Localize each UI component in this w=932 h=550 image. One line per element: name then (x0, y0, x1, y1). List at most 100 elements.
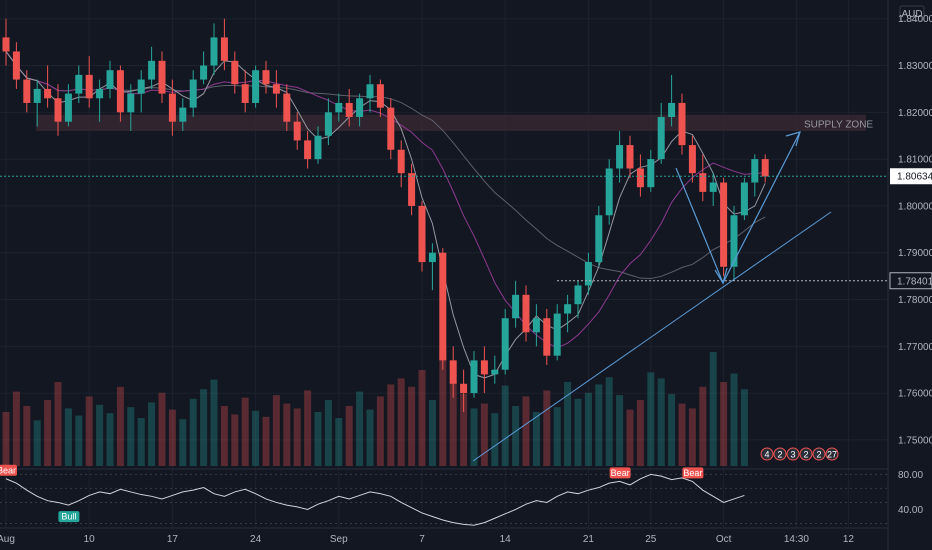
event-badge (825, 447, 839, 461)
candle-body (709, 182, 717, 192)
trend-drawings[interactable] (0, 131, 888, 462)
volume-bar (408, 386, 416, 466)
price-axis[interactable]: AUD 1.84000 1.83000 1.82000 1.81000 1.80000 1… (889, 0, 932, 550)
time-tick-label: 21 (583, 534, 595, 545)
candle-body (293, 121, 301, 141)
volume-bar (262, 416, 270, 466)
volume-bar (44, 400, 52, 466)
time-tick-label: Sep (330, 534, 348, 545)
volume-bar (418, 370, 426, 466)
event-badge (812, 447, 826, 461)
candle-body (137, 79, 145, 94)
volume-bar (678, 403, 686, 466)
candle-body (75, 74, 83, 94)
volume-bar (2, 412, 10, 466)
candle-body (616, 145, 624, 169)
ma-long-line (5, 51, 766, 280)
candle-body (304, 140, 312, 160)
volume-bar (387, 384, 395, 466)
candle-body (688, 145, 696, 174)
volume-bar (314, 412, 322, 466)
price-tick-label: 1.83000 (898, 61, 932, 72)
volume-bar (616, 395, 624, 466)
volume-bar (720, 382, 728, 466)
candle-body (470, 360, 478, 394)
supply-zone-label: SUPPLY ZONE (804, 120, 873, 131)
candle-body (127, 93, 135, 113)
volume-bar (12, 391, 20, 466)
signal-label: Bear (683, 468, 702, 478)
volume-bar (397, 378, 405, 466)
volume-bar (584, 392, 592, 466)
time-axis[interactable]: Aug 10 17 24 Sep 7 14 21 25 Oct 14:30 12 (0, 534, 854, 545)
volume-bar (501, 385, 509, 466)
candle-body (532, 318, 540, 333)
volume-bar (730, 373, 738, 466)
event-badges[interactable]: 4 2 3 2 2 27 (760, 447, 839, 461)
signal-badge (682, 467, 704, 479)
volume-bar (241, 397, 249, 466)
candle-body (761, 159, 769, 177)
candle-body (33, 88, 41, 103)
volume-bars (2, 349, 748, 466)
event-badge-label: 4 (764, 450, 769, 460)
price-tick-label: 1.80000 (898, 201, 932, 212)
candle-body (647, 159, 655, 188)
candle-body (252, 70, 260, 103)
candle-body (314, 135, 322, 160)
candle-body (106, 70, 114, 89)
candle-body (678, 102, 686, 146)
candle-body (179, 107, 187, 122)
candle-body (345, 102, 353, 117)
candle-body (200, 65, 208, 80)
currency-label: AUD (901, 9, 922, 20)
time-tick-label: 14:30 (784, 534, 809, 545)
volume-bar (33, 420, 41, 466)
volume-bar (657, 378, 665, 466)
price-tick-label: 1.77000 (898, 342, 932, 353)
supply-zone-box[interactable] (36, 114, 866, 132)
candle-body (439, 252, 447, 361)
volume-bar (127, 407, 135, 466)
candle-body (668, 102, 676, 117)
candle-body (23, 79, 31, 103)
volume-bar (148, 402, 156, 466)
candle-body (12, 51, 20, 80)
candle-body (96, 88, 104, 99)
last-price-box (890, 168, 932, 185)
candle-body (210, 37, 218, 66)
volume-bar (252, 410, 260, 466)
candle-body (460, 383, 468, 394)
volume-bar (220, 406, 228, 466)
event-badge-label: 2 (816, 450, 821, 460)
candle-body (376, 84, 384, 108)
volume-bar (293, 408, 301, 466)
level-price-label: 1.78401 (897, 276, 932, 287)
candle-body (272, 84, 280, 94)
volume-bar (85, 396, 93, 466)
volume-bar (54, 382, 62, 466)
volume-bar (356, 391, 364, 466)
candle-body (387, 107, 395, 150)
signal-label: Bear (0, 465, 16, 475)
candle-body (231, 60, 239, 85)
volume-bar (75, 415, 83, 466)
signal-badge (609, 467, 631, 479)
event-badge (799, 447, 813, 461)
volume-bar (210, 379, 218, 466)
time-tick-label: 7 (419, 534, 425, 545)
event-badge-label: 3 (790, 450, 795, 460)
indicator-pane: Bear Bull Bear Bear (0, 464, 888, 526)
candle-body (64, 93, 72, 122)
signal-badge (58, 511, 80, 523)
candle-body (574, 285, 582, 305)
candle-body (553, 313, 561, 356)
candle-body (189, 79, 197, 108)
volume-bar (709, 352, 717, 466)
volume-bar (647, 372, 655, 466)
volume-bar (553, 407, 561, 466)
candle-body (428, 252, 436, 263)
last-price-label: 1.80634 (897, 172, 932, 183)
signal-label: Bear (611, 468, 630, 478)
